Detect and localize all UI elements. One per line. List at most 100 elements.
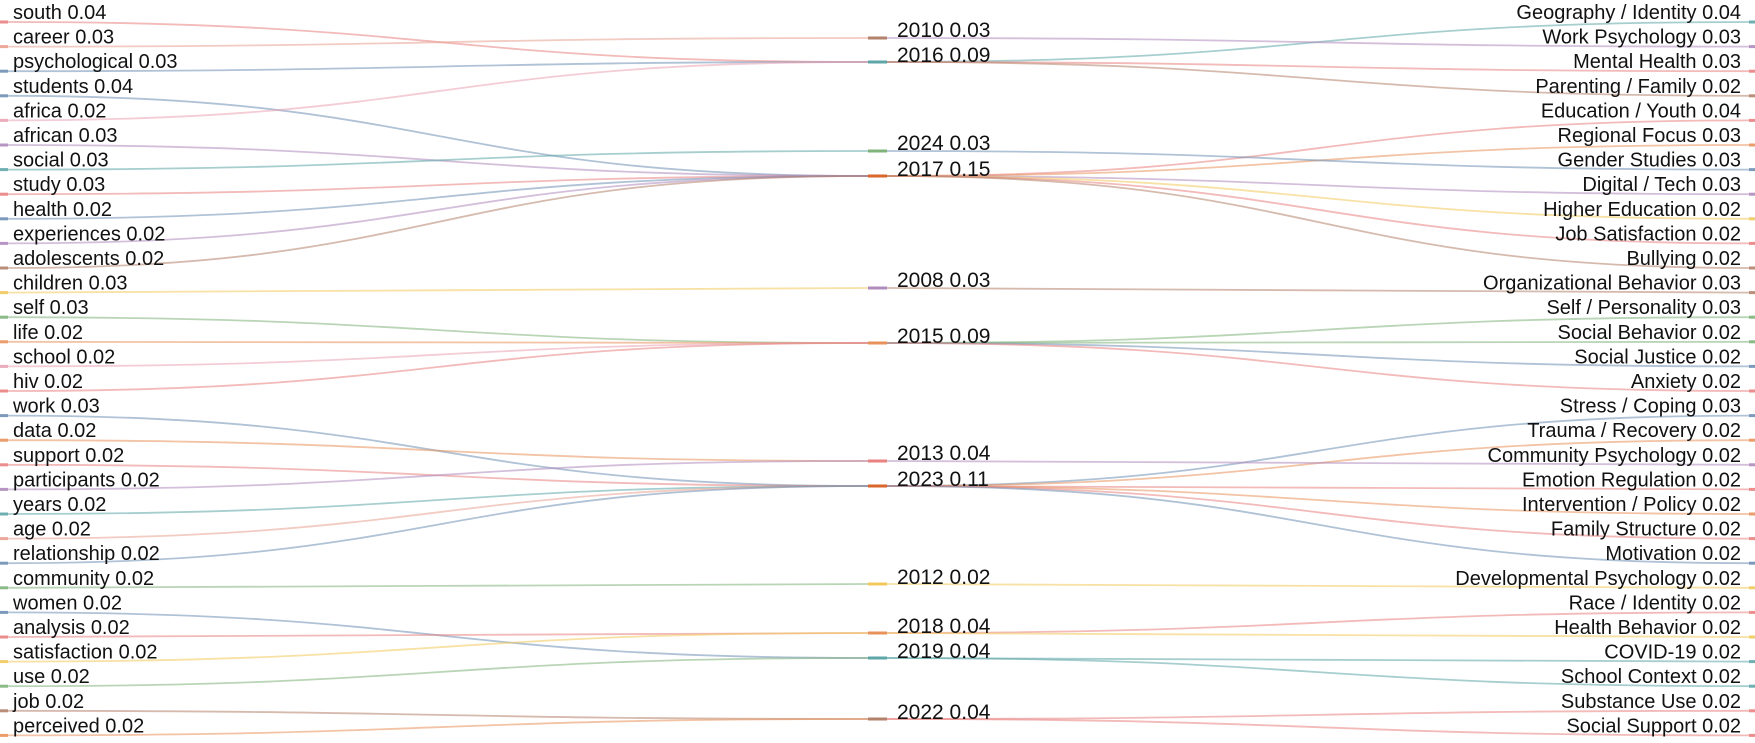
flow-links [7,21,1750,737]
node-bars [0,20,1755,737]
term-bar-support [0,463,8,467]
term-bar-children [0,291,8,295]
term-label-students: students 0.04 [13,76,133,98]
topic-bar-stress-coping [1749,414,1755,418]
topic-label-digital-tech: Digital / Tech 0.03 [1582,174,1741,196]
term-bar-career [0,45,8,49]
term-bar-life [0,340,8,344]
term-bar-study [0,192,8,196]
topic-label-gender-studies: Gender Studies 0.03 [1558,150,1741,172]
topic-bar-community-psychology [1749,463,1755,467]
term-label-data: data 0.02 [13,420,96,442]
year-label-2024: 2024 0.03 [897,132,990,155]
term-label-experiences: experiences 0.02 [13,223,165,245]
link-relationship-to-2023 [7,485,869,565]
topic-label-education-youth: Education / Youth 0.04 [1541,100,1741,122]
year-bar-2024 [868,149,887,153]
year-bar-2017 [868,174,887,178]
topic-bar-social-justice [1749,364,1755,368]
link-2016-to-mental-health [886,61,1750,73]
term-bar-african [0,143,8,147]
topic-bar-organizational-behavior [1749,291,1755,295]
topic-label-social-justice: Social Justice 0.02 [1574,346,1741,368]
topic-label-community-psychology: Community Psychology 0.02 [1488,445,1741,467]
link-students-to-2017 [7,94,869,177]
term-label-community: community 0.02 [13,568,154,590]
link-adolescents-to-2017 [7,175,869,269]
topic-label-self-personality: Self / Personality 0.03 [1546,297,1741,319]
topic-bar-work-psychology [1749,45,1755,49]
topic-label-job-satisfaction: Job Satisfaction 0.02 [1555,223,1741,245]
term-bar-adolescents [0,266,8,270]
link-life-to-2015 [7,340,869,344]
year-bar-2016 [868,60,887,64]
term-label-health: health 0.02 [13,199,112,221]
term-label-psychological: psychological 0.03 [13,51,178,73]
link-2017-to-education-youth [886,119,1750,177]
topic-bar-higher-education [1749,217,1755,221]
link-2013-to-community-psychology [886,460,1750,466]
term-label-perceived: perceived 0.02 [13,715,144,737]
link-2023-to-stress-coping [886,414,1750,487]
year-label-2015: 2015 0.09 [897,325,990,348]
year-label-2022: 2022 0.04 [897,701,991,724]
topic-label-anxiety: Anxiety 0.02 [1631,371,1741,393]
term-label-women: women 0.02 [12,592,122,614]
term-bar-work [0,414,8,418]
topic-label-stress-coping: Stress / Coping 0.03 [1560,396,1741,418]
link-children-to-2008 [7,287,869,294]
term-bar-community [0,586,8,590]
topic-bar-education-youth [1749,118,1755,122]
term-bar-perceived [0,733,8,737]
topic-bar-motivation [1749,561,1755,565]
link-2015-to-self-personality [886,316,1750,344]
term-label-satisfaction: satisfaction 0.02 [13,642,158,664]
term-label-analysis: analysis 0.02 [13,617,130,639]
topic-label-organizational-behavior: Organizational Behavior 0.03 [1483,273,1741,295]
link-2017-to-higher-education [886,175,1750,220]
link-2017-to-bullying [886,175,1750,269]
topic-bar-bullying [1749,266,1755,270]
topic-bar-gender-studies [1749,168,1755,172]
year-label-2012: 2012 0.02 [897,566,990,589]
term-label-social: social 0.03 [13,150,109,172]
term-bar-health [0,217,8,221]
topic-bar-intervention-policy [1749,512,1755,516]
link-analysis-to-2018 [7,632,869,638]
year-label-2010: 2010 0.03 [897,19,990,42]
link-health-to-2017 [7,175,869,220]
term-bar-hiv [0,389,8,393]
topic-bar-digital-tech [1749,192,1755,196]
topic-bar-parenting-family [1749,94,1755,98]
term-label-career: career 0.03 [13,27,114,49]
topic-label-emotion-regulation: Emotion Regulation 0.02 [1522,469,1741,491]
year-bar-2022 [868,717,887,721]
link-self-to-2015 [7,316,869,344]
link-participants-to-2013 [7,460,869,491]
topic-bar-emotion-regulation [1749,487,1755,491]
year-label-2008: 2008 0.03 [897,269,990,292]
term-bar-experiences [0,241,8,245]
topic-label-motivation: Motivation 0.02 [1605,543,1741,565]
link-2010-to-work-psychology [886,37,1750,48]
term-label-children: children 0.03 [13,273,128,295]
link-social-to-2024 [7,150,869,171]
term-bar-data [0,438,8,442]
term-bar-school [0,364,8,368]
topic-bar-trauma-recovery [1749,438,1755,442]
link-satisfaction-to-2018 [7,632,869,663]
topic-label-race-identity: Race / Identity 0.02 [1569,592,1741,614]
link-community-to-2012 [7,583,869,589]
term-bar-psychological [0,69,8,73]
term-label-africa: africa 0.02 [13,100,106,122]
term-bar-use [0,684,8,688]
link-2023-to-intervention-policy [886,485,1750,515]
year-bar-2008 [868,286,887,290]
link-data-to-2013 [7,439,869,462]
topic-bar-social-behavior [1749,340,1755,344]
link-2017-to-digital-tech [886,175,1750,196]
year-bar-2015 [868,341,887,345]
topic-label-mental-health: Mental Health 0.03 [1573,51,1741,73]
link-psychological-to-2016 [7,61,869,73]
topic-label-geography-identity: Geography / Identity 0.04 [1516,2,1741,24]
